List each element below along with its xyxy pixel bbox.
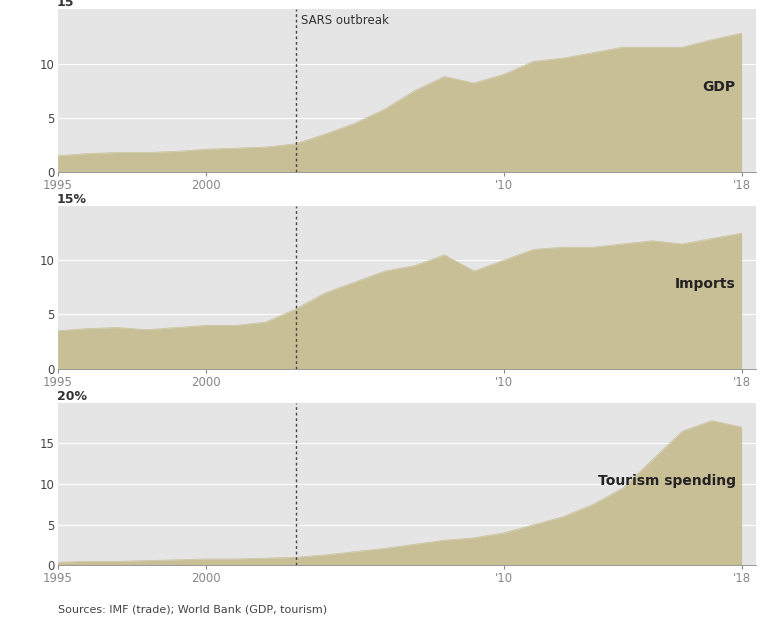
Text: Imports: Imports (675, 277, 736, 291)
Text: SARS outbreak: SARS outbreak (302, 14, 389, 27)
Text: GDP: GDP (703, 80, 736, 95)
Text: Sources: IMF (trade); World Bank (GDP, tourism): Sources: IMF (trade); World Bank (GDP, t… (58, 605, 326, 615)
Text: 15%: 15% (57, 193, 87, 206)
Text: 20%: 20% (57, 390, 87, 403)
Text: 15: 15 (57, 0, 74, 9)
Text: Tourism spending: Tourism spending (598, 474, 736, 488)
